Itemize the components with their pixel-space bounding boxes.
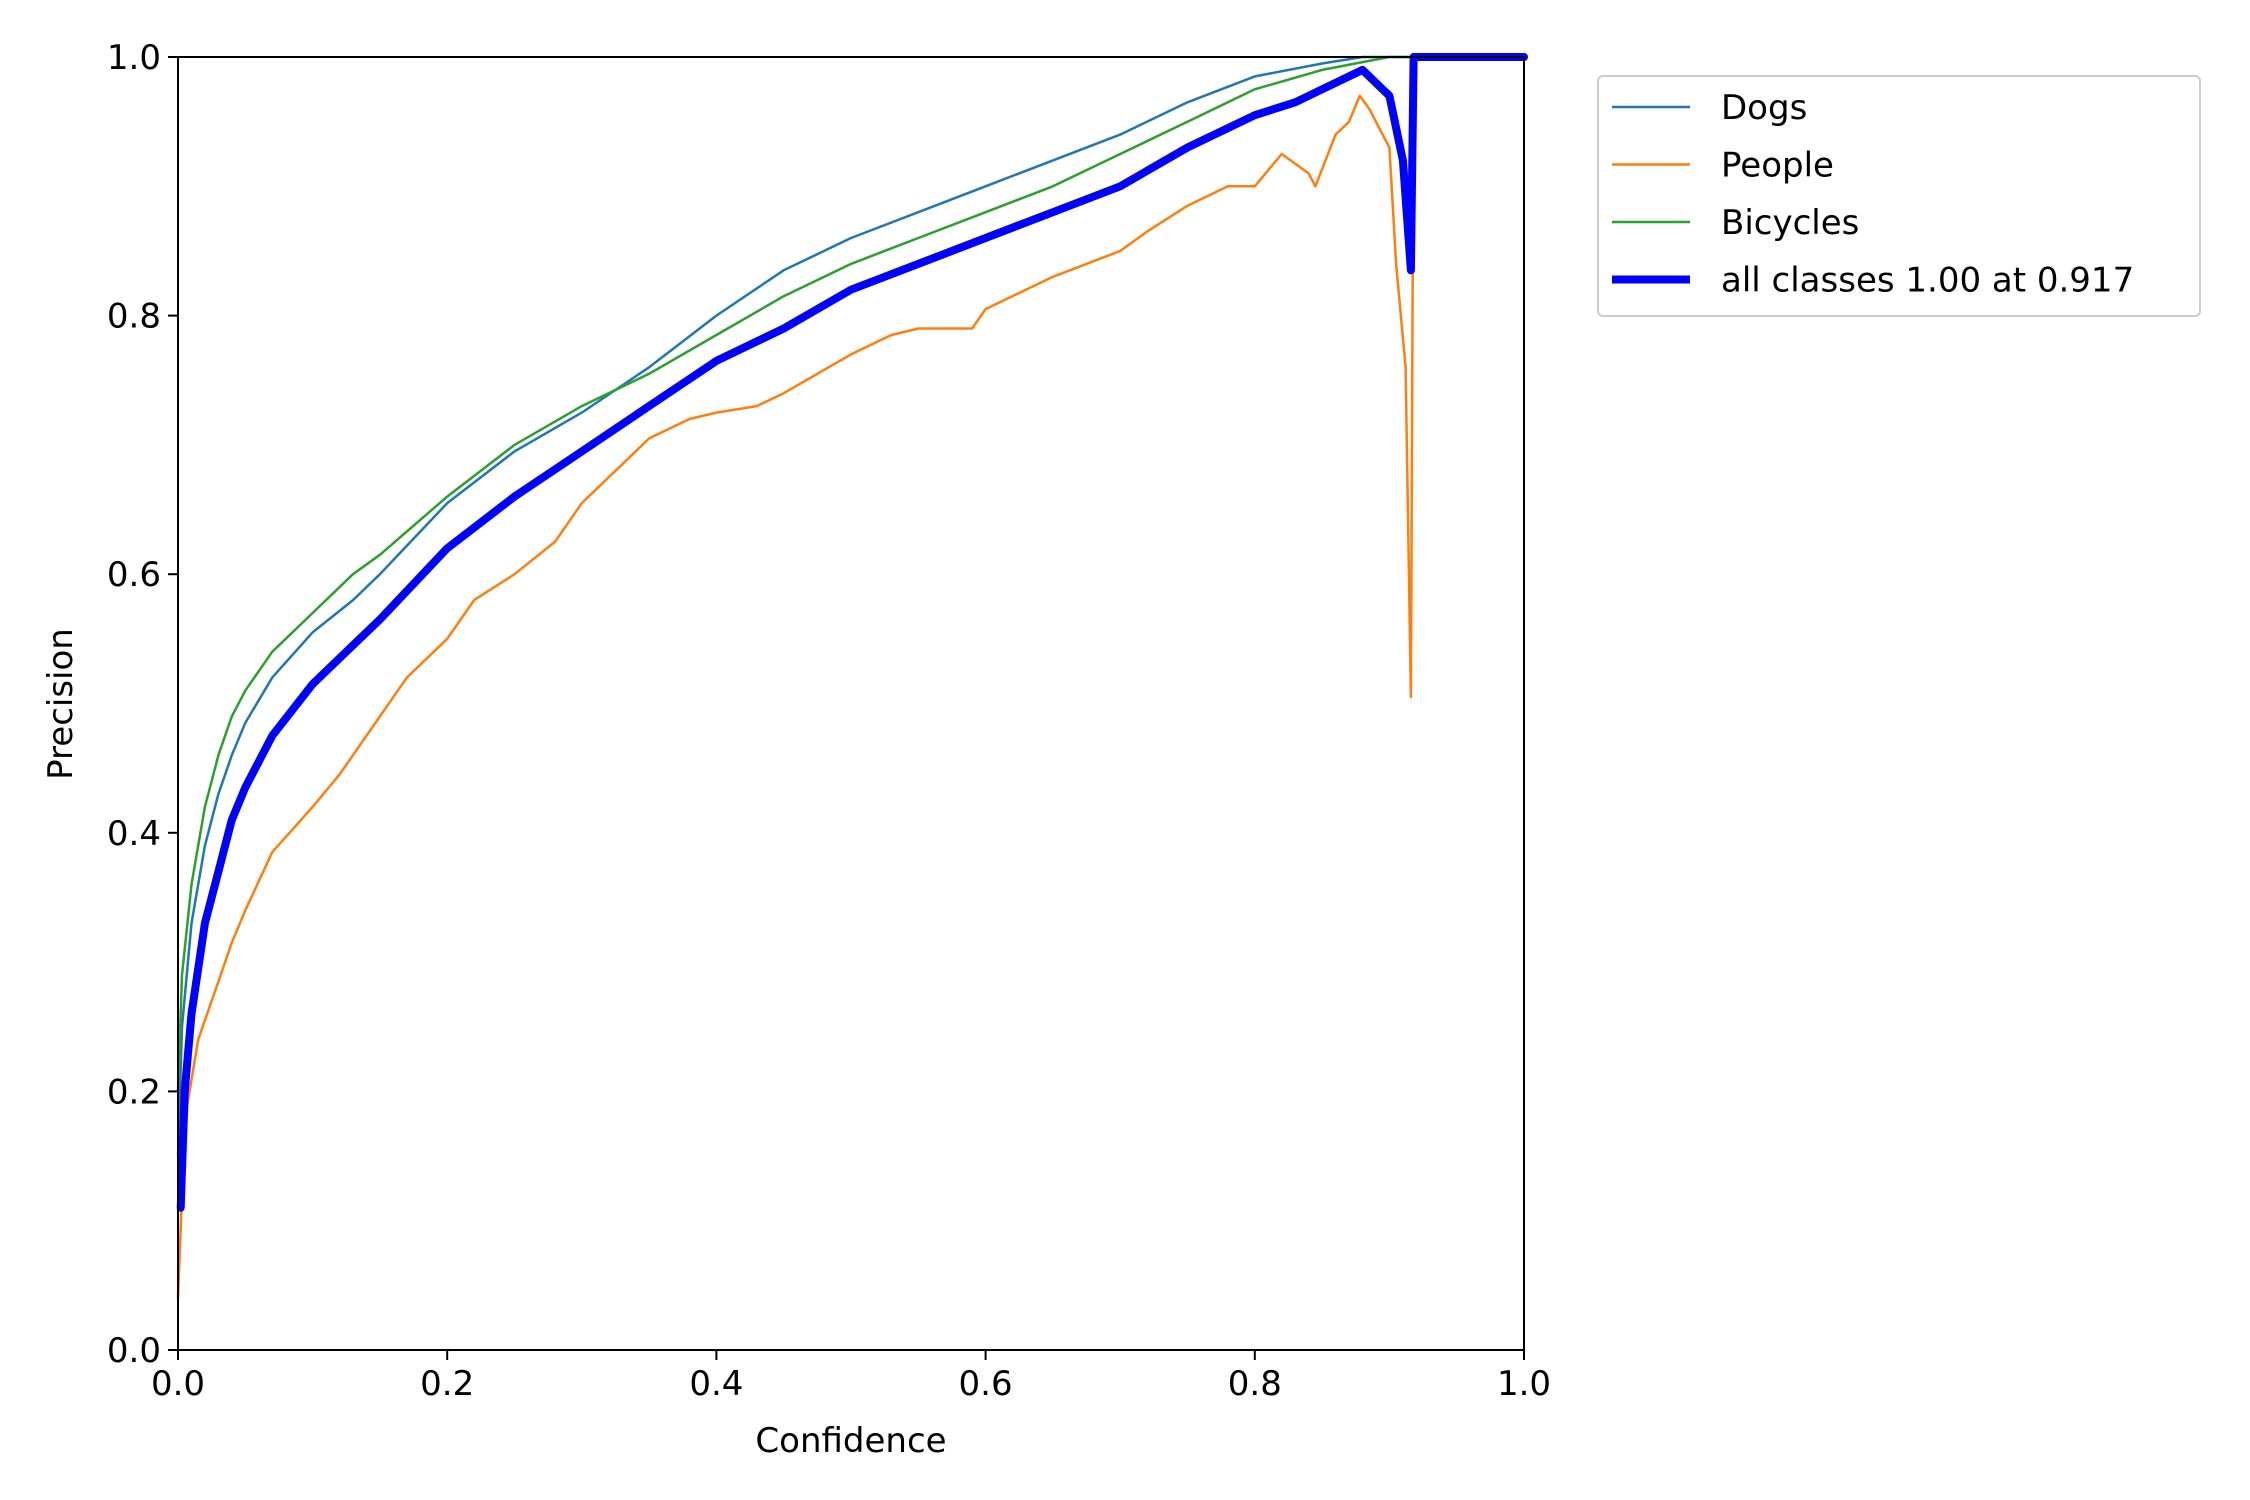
x-axis: 0.0 0.2 0.4 0.6 0.8 1.0 <box>151 1350 1551 1404</box>
plot-frame <box>177 56 1525 1351</box>
y-tick-label: 0.0 <box>107 1331 161 1371</box>
y-tick-label: 0.6 <box>107 555 161 595</box>
y-tick-label: 0.4 <box>107 814 161 854</box>
x-tick-label: 0.4 <box>689 1364 743 1404</box>
legend-entry-label: Dogs <box>1721 88 1807 128</box>
x-tick-label: 1.0 <box>1497 1364 1551 1404</box>
x-tick-label: 0.2 <box>420 1364 474 1404</box>
y-axis: 0.0 0.2 0.4 0.6 0.8 1.0 <box>107 38 178 1371</box>
y-tick-label: 0.8 <box>107 297 161 337</box>
legend-entry-label: People <box>1721 146 1834 186</box>
y-tick-label: 1.0 <box>107 38 161 78</box>
x-axis-label: Confidence <box>755 1421 946 1461</box>
x-tick-label: 0.6 <box>959 1364 1013 1404</box>
series-line-3 <box>176 55 1526 1093</box>
legend-entry-label: Bicycles <box>1721 203 1859 243</box>
legend-box <box>1597 75 2201 317</box>
legend-entry-label: all classes 1.00 at 0.917 <box>1721 261 2134 301</box>
series-layer <box>176 53 1528 1300</box>
x-tick-label: 0.0 <box>151 1364 205 1404</box>
y-axis-label: Precision <box>41 628 81 780</box>
y-tick-label: 0.2 <box>107 1072 161 1112</box>
x-tick-label: 0.8 <box>1228 1364 1282 1404</box>
series-line-2 <box>176 55 1526 1300</box>
legend: Dogs People Bicycles all classes 1.00 at 0.… <box>1597 75 2201 317</box>
series-line-4 <box>176 53 1528 1212</box>
series-line-1 <box>176 55 1526 1158</box>
